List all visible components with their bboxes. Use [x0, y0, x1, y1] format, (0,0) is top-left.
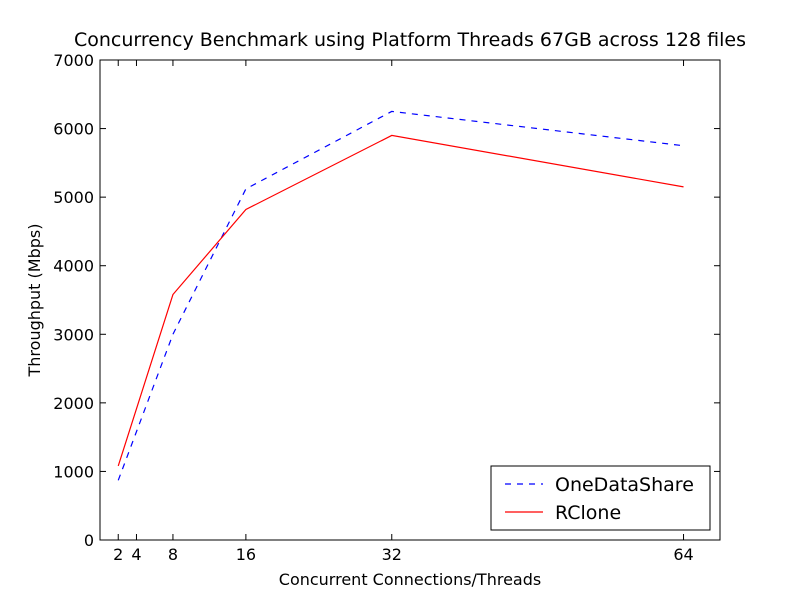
x-tick-label: 32 — [382, 545, 402, 564]
legend: OneDataShare RClone — [490, 465, 711, 531]
x-tick-label: 16 — [236, 545, 256, 564]
chart-title: Concurrency Benchmark using Platform Thr… — [74, 29, 746, 51]
plot-area — [117, 110, 684, 481]
y-tick-label: 5000 — [53, 188, 94, 207]
y-tick-label: 1000 — [53, 462, 94, 481]
x-tick-label: 8 — [168, 545, 178, 564]
x-axis-label: Concurrent Connections/Threads — [279, 570, 541, 589]
series-line-0 — [117, 110, 684, 481]
x-tick-label: 2 — [113, 545, 123, 564]
y-tick-label: 4000 — [53, 257, 94, 276]
legend-label-1: RClone — [555, 502, 621, 524]
y-tick-label: 3000 — [53, 325, 94, 344]
x-tick-label: 64 — [673, 545, 693, 564]
axes: 0 1000 2000 3000 4000 5000 6000 7000 2 4 8 16 32 64 — [53, 51, 720, 564]
plot-frame — [99, 59, 721, 541]
y-tick-label: 2000 — [53, 394, 94, 413]
y-tick-label: 6000 — [53, 120, 94, 139]
x-tick-label: 4 — [131, 545, 141, 564]
series-line-1 — [117, 134, 684, 467]
legend-box — [490, 465, 711, 531]
y-axis-label: Throughput (Mbps) — [25, 224, 44, 378]
y-tick-label: 0 — [84, 531, 94, 550]
legend-label-0: OneDataShare — [555, 474, 694, 496]
y-tick-label: 7000 — [53, 51, 94, 70]
